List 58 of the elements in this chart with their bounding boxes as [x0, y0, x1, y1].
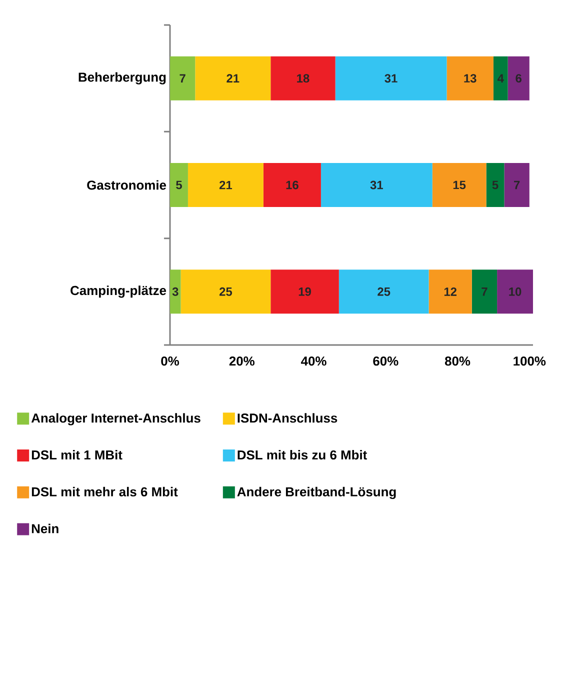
y-tick-label: Beherbergung	[78, 72, 166, 84]
x-tick-label: 100%	[514, 356, 546, 366]
bar	[432, 162, 486, 207]
bar	[335, 56, 447, 100]
data-label: 3	[172, 287, 178, 296]
data-label: 21	[219, 180, 232, 190]
data-label: 4	[498, 74, 504, 82]
data-label: 21	[226, 74, 240, 82]
x-tick-label: 80%	[444, 356, 470, 366]
legend-label: DSL mit mehr als 6 Mbit	[32, 486, 178, 496]
bar	[263, 162, 321, 207]
bar	[195, 56, 271, 100]
bar	[497, 270, 533, 314]
data-label: 31	[370, 180, 383, 190]
data-label: 25	[219, 287, 232, 296]
bar	[170, 270, 181, 314]
legend-label: Analoger Internet-Anschlus	[31, 413, 200, 426]
bar	[170, 56, 196, 100]
bar	[504, 162, 530, 207]
data-label: 25	[378, 287, 390, 296]
bar	[180, 270, 271, 314]
data-label: 7	[180, 74, 186, 82]
bar	[270, 270, 339, 314]
data-label: 19	[298, 287, 311, 296]
legend-label: DSL mit 1 MBit	[32, 450, 122, 460]
legend-label: ISDN-Anschluss	[238, 413, 338, 423]
legend-label: DSL mit bis zu 6 Mbit	[238, 450, 367, 460]
bar	[188, 162, 264, 207]
y-tick-label: Camping-plätze	[70, 286, 166, 298]
x-tick-label: 40%	[301, 356, 326, 366]
x-tick-label: 60%	[373, 356, 398, 366]
bar	[508, 56, 530, 100]
data-label: 5	[176, 180, 182, 190]
data-label: 7	[482, 288, 488, 296]
data-label: 12	[444, 287, 457, 296]
data-label: 5	[492, 180, 498, 190]
data-label: 16	[286, 180, 298, 190]
data-label: 15	[453, 180, 466, 190]
data-label: 13	[464, 74, 476, 83]
bar	[170, 162, 188, 207]
bar	[270, 56, 336, 100]
data-label: 7	[514, 180, 520, 190]
data-label: 18	[297, 74, 310, 83]
bar	[428, 270, 472, 314]
bar	[446, 56, 494, 100]
y-tick-label: Gastronomie	[87, 180, 166, 190]
x-tick-label: 0%	[161, 356, 180, 366]
bar	[320, 162, 432, 207]
bar	[486, 162, 504, 207]
legend-label: Nein	[32, 524, 58, 534]
x-tick-label: 20%	[229, 356, 254, 366]
bar	[472, 270, 498, 314]
data-label: 6	[516, 74, 522, 83]
data-label: 10	[509, 287, 522, 296]
data-label: 31	[384, 74, 398, 83]
legend-label: Andere Breitband-Lösung	[237, 486, 396, 500]
bar	[338, 270, 429, 314]
bar	[493, 56, 508, 100]
